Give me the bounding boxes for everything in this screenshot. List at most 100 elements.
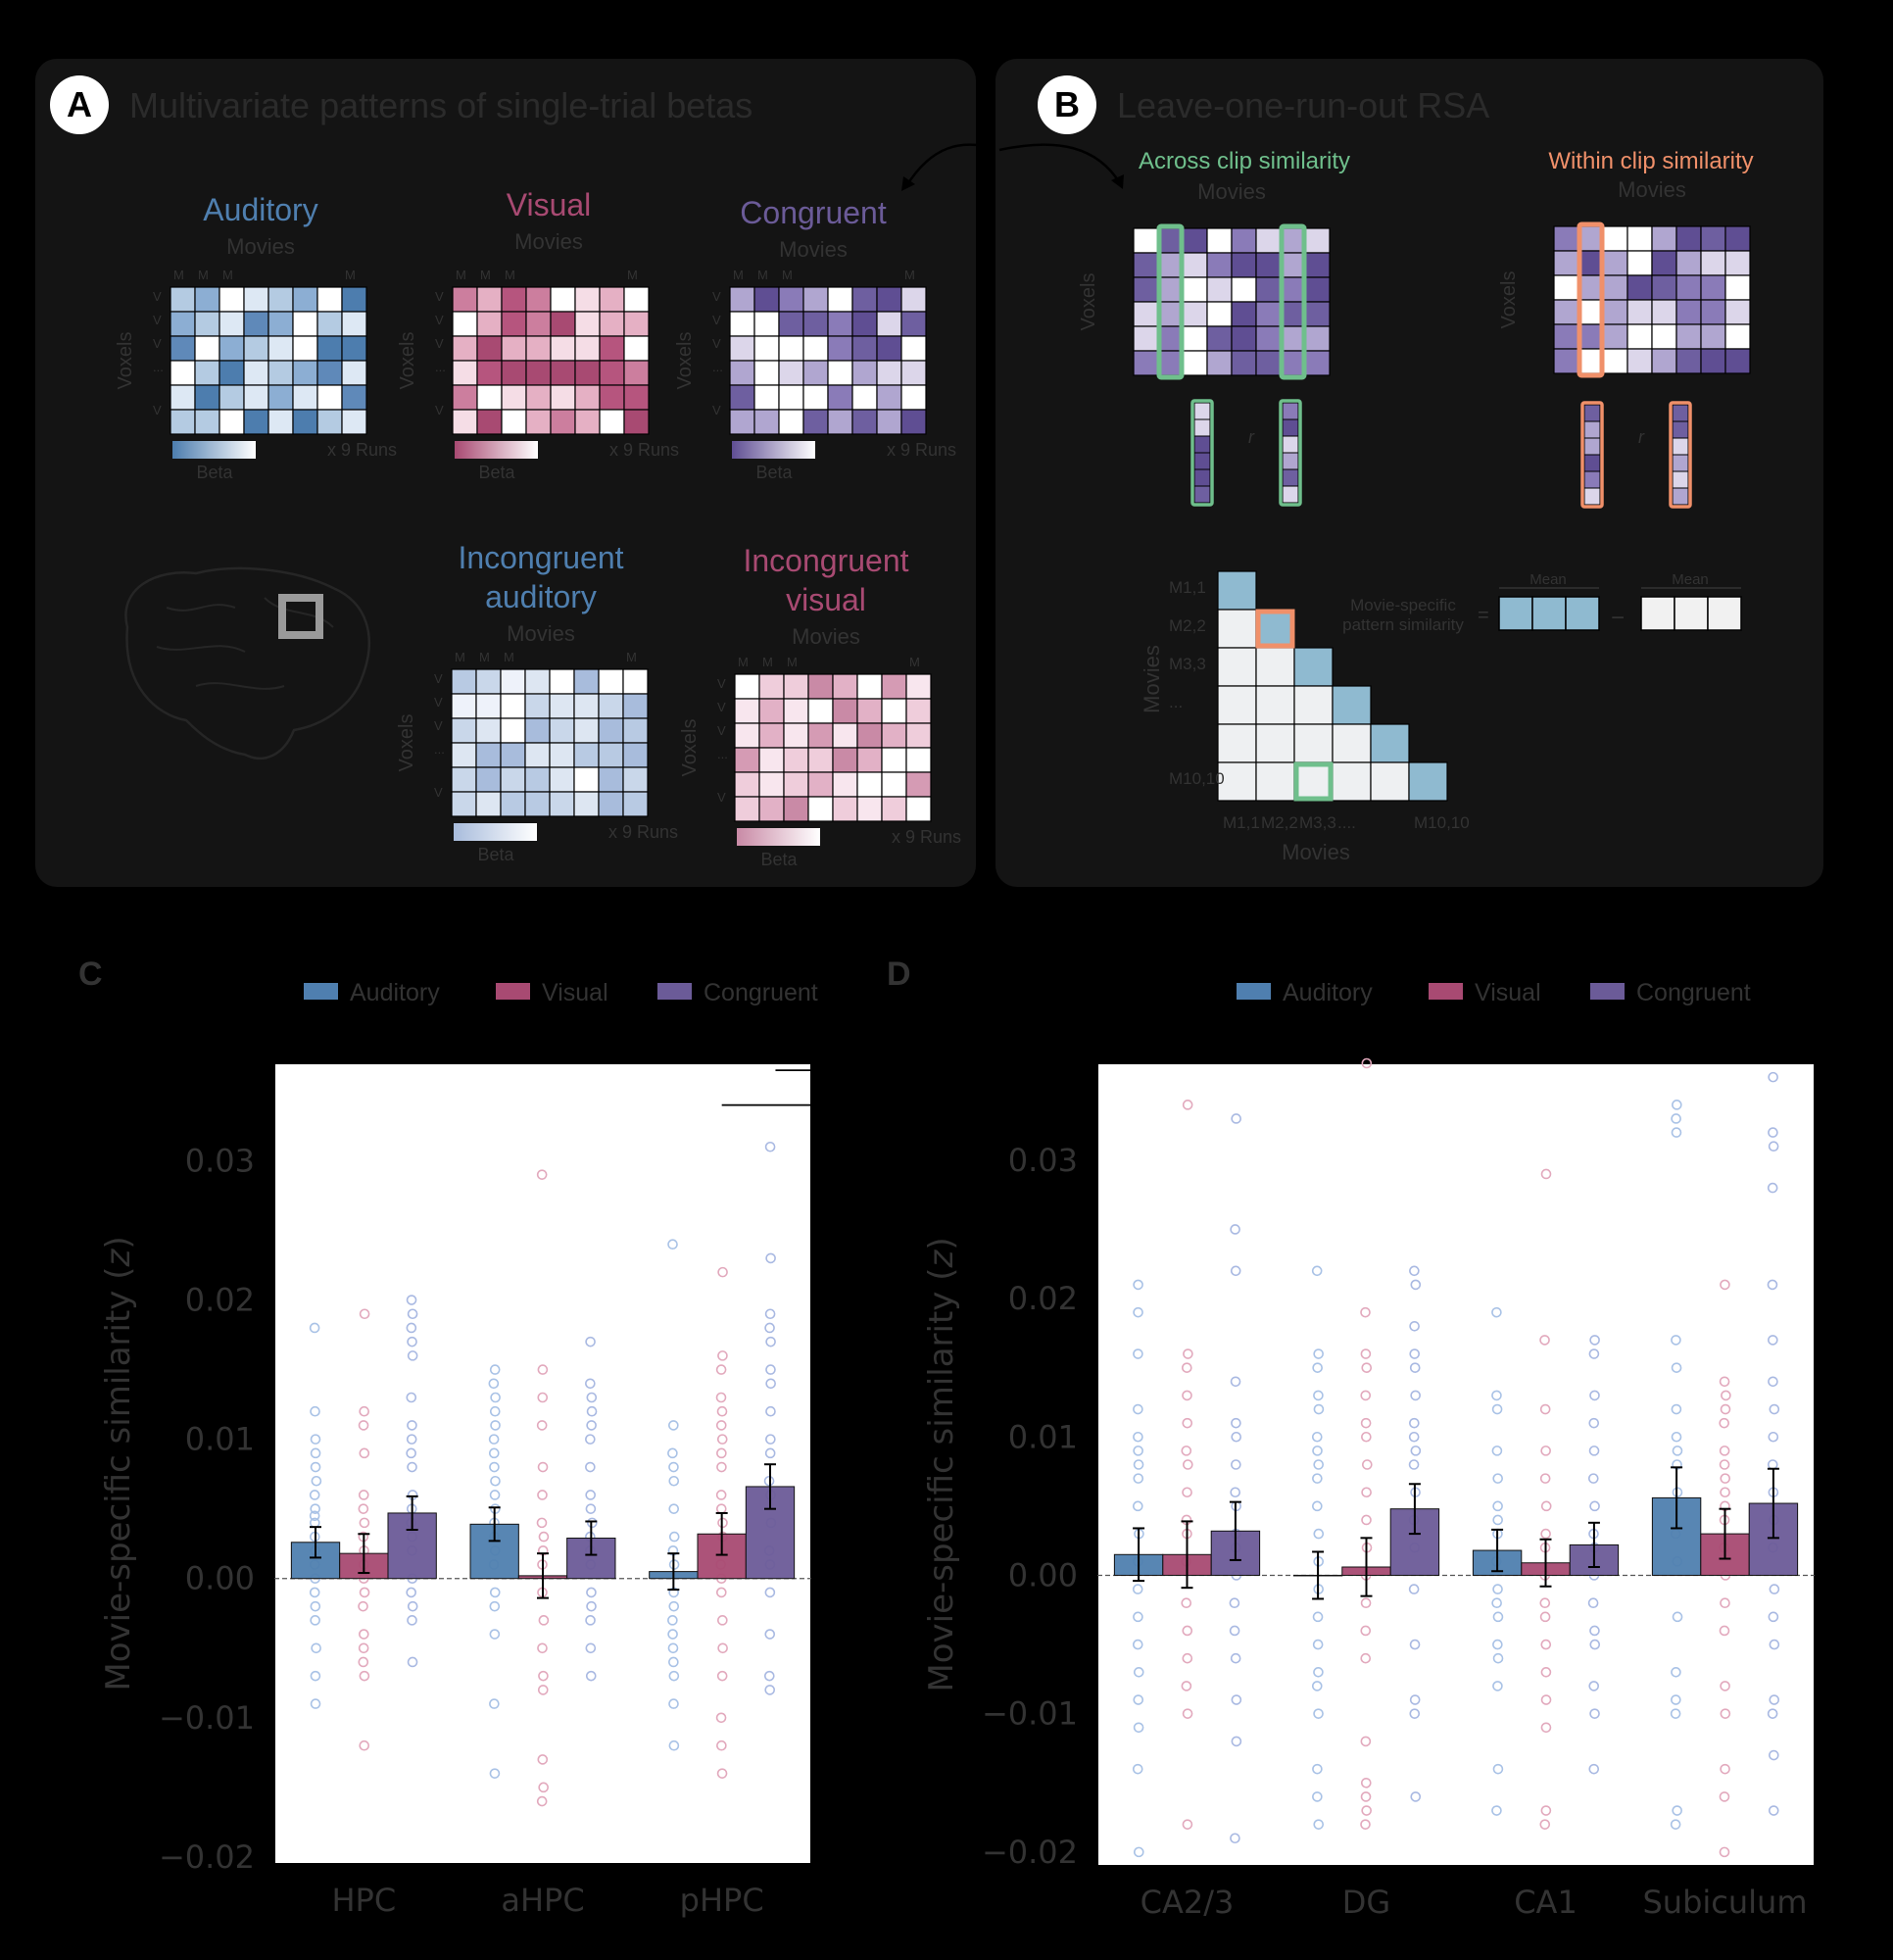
vector — [1190, 399, 1214, 507]
svg-text:M3,3: M3,3 — [1169, 655, 1206, 673]
subject-point — [536, 1517, 548, 1529]
x-tick-label: HPC — [331, 1882, 396, 1919]
subject-point — [1360, 1306, 1371, 1318]
svg-text:x 9 Runs: x 9 Runs — [892, 827, 961, 847]
svg-text:V: V — [434, 785, 443, 800]
matrix-title: Visual — [507, 187, 592, 222]
subject-point — [1183, 1459, 1193, 1470]
subject-point — [716, 1740, 727, 1751]
subject-point — [537, 1754, 549, 1765]
panel-b-title: Leave-one-run-out RSA — [1117, 85, 1489, 125]
subject-point — [1313, 1819, 1325, 1830]
triangle-cell — [1255, 685, 1295, 725]
subject-point — [1231, 1459, 1241, 1470]
matrix-within-clip: Movies Voxels — [1498, 177, 1751, 378]
subject-point — [668, 1656, 679, 1668]
matrix-title: Congruent — [740, 195, 887, 230]
subject-point — [1540, 1722, 1552, 1734]
subject-point — [1360, 1597, 1372, 1609]
subject-point — [1312, 1763, 1323, 1775]
subject-point — [1409, 1265, 1420, 1277]
subject-point — [1182, 1390, 1192, 1401]
triangle-cell — [1370, 761, 1410, 802]
matrix-title: Incongruent — [743, 543, 908, 578]
x-tick-label: pHPC — [680, 1882, 764, 1919]
svg-text:M: M — [455, 650, 465, 664]
vector — [1669, 401, 1692, 509]
svg-text:Beta: Beta — [478, 463, 515, 482]
subject-point — [1588, 1417, 1600, 1429]
subject-point — [1540, 1667, 1552, 1678]
subject-point — [358, 1490, 369, 1500]
subject-point — [1409, 1348, 1421, 1359]
subject-point — [1133, 1694, 1144, 1705]
subject-point — [1408, 1584, 1420, 1594]
subject-point — [1769, 1694, 1780, 1705]
subject-point — [1132, 1584, 1143, 1594]
subject-point — [1587, 1473, 1599, 1484]
svg-text:M: M — [626, 650, 637, 664]
svg-text:V: V — [717, 676, 726, 691]
subject-point — [715, 1392, 727, 1403]
subject-point — [1361, 1487, 1372, 1498]
subject-point — [406, 1322, 417, 1334]
svg-text:M: M — [198, 268, 209, 282]
svg-text:...: ... — [434, 742, 445, 757]
svg-text:Voxels: Voxels — [679, 719, 701, 777]
subject-point — [1410, 1791, 1422, 1802]
triangle-cell — [1217, 723, 1257, 763]
subject-point — [585, 1642, 597, 1654]
subject-point — [1671, 1694, 1681, 1705]
svg-text:M2,2: M2,2 — [1169, 616, 1206, 635]
subject-point — [537, 1642, 548, 1654]
subject-point — [537, 1392, 549, 1403]
subject-point — [1181, 1597, 1192, 1609]
subject-point — [1313, 1403, 1325, 1415]
y-tick-label: −0.01 — [982, 1695, 1078, 1733]
colorbar — [454, 823, 537, 841]
subject-point — [1589, 1500, 1600, 1512]
subject-point — [1539, 1473, 1551, 1484]
subject-point — [668, 1740, 680, 1751]
subject-point — [310, 1600, 321, 1612]
subject-point — [358, 1656, 369, 1668]
svg-text:V: V — [434, 671, 443, 686]
subject-point — [359, 1629, 369, 1640]
svg-text:V: V — [435, 313, 444, 327]
svg-text:−: − — [1611, 605, 1625, 631]
subject-point — [407, 1420, 417, 1431]
subject-point — [1492, 1514, 1503, 1526]
svg-text:Movies: Movies — [514, 229, 583, 254]
svg-text:Beta: Beta — [755, 463, 793, 482]
subject-point — [1312, 1639, 1324, 1650]
subject-point — [716, 1447, 727, 1459]
subject-point — [1720, 1681, 1730, 1691]
subject-point — [1588, 1446, 1600, 1456]
subject-point — [715, 1712, 727, 1724]
subject-point — [585, 1490, 596, 1500]
svg-text:r: r — [1248, 427, 1255, 447]
subject-point — [1133, 1611, 1143, 1623]
y-tick-label: 0.02 — [185, 1282, 255, 1319]
triangle-cell — [1293, 723, 1334, 763]
y-tick-label: 0.00 — [185, 1560, 255, 1597]
subject-point — [716, 1670, 728, 1682]
subject-point — [359, 1517, 370, 1529]
subject-point — [310, 1447, 321, 1459]
subject-point — [1313, 1459, 1324, 1470]
subject-point — [717, 1350, 728, 1361]
svg-text:Voxels: Voxels — [1078, 273, 1099, 331]
subject-point — [1540, 1528, 1551, 1540]
subject-point — [538, 1670, 549, 1682]
y-tick-label: 0.00 — [1008, 1556, 1078, 1593]
subject-point — [538, 1782, 549, 1793]
legend-label: Visual — [542, 979, 608, 1006]
subject-point — [586, 1600, 597, 1612]
triangle-cell — [1293, 761, 1334, 802]
legend-label: Congruent — [704, 979, 818, 1006]
subject-point — [1588, 1763, 1600, 1775]
matrix-title: visual — [786, 582, 866, 617]
svg-text:pattern similarity: pattern similarity — [1342, 615, 1464, 634]
